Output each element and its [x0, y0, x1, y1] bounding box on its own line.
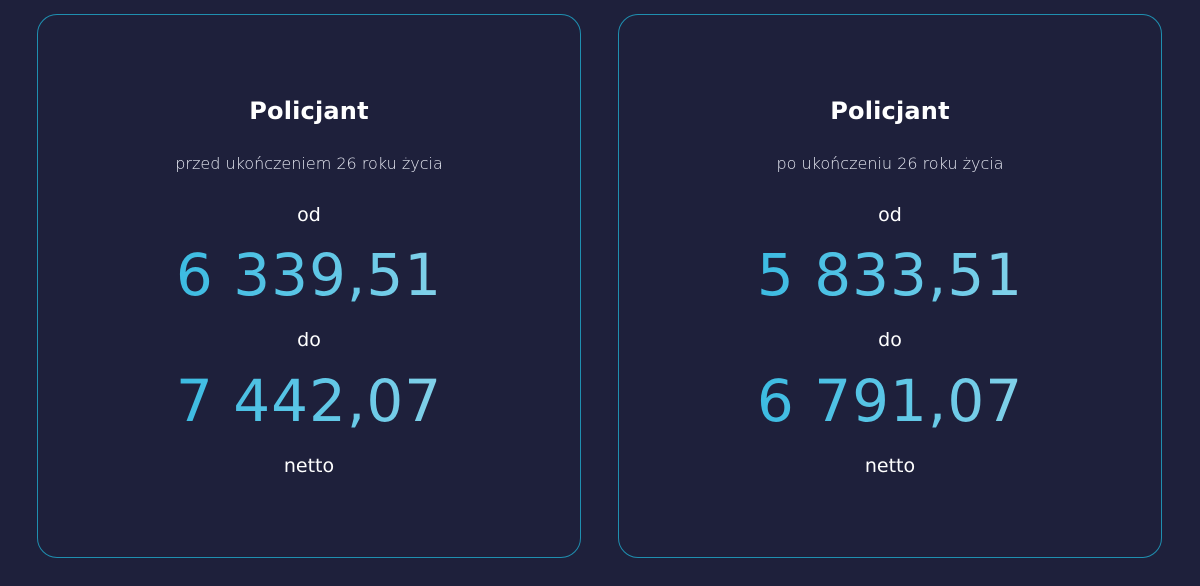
salary-card-under-26: Policjant przed ukończeniem 26 roku życi…	[37, 14, 581, 558]
from-label: od	[297, 204, 321, 226]
net-label: netto	[283, 455, 335, 477]
salary-card-over-26: Policjant po ukończeniu 26 roku życia od…	[618, 14, 1162, 558]
from-amount: 6 339,51	[38, 246, 580, 304]
to-label: do	[297, 329, 321, 351]
from-amount: 5 833,51	[619, 246, 1161, 304]
to-label: do	[878, 329, 902, 351]
from-label: od	[878, 204, 902, 226]
card-title: Policjant	[249, 97, 369, 125]
card-title: Policjant	[830, 97, 950, 125]
card-subtitle: po ukończeniu 26 roku życia	[776, 154, 1004, 173]
to-amount: 7 442,07	[38, 372, 580, 430]
to-amount: 6 791,07	[619, 372, 1161, 430]
card-subtitle: przed ukończeniem 26 roku życia	[175, 154, 443, 173]
net-label: netto	[864, 455, 916, 477]
